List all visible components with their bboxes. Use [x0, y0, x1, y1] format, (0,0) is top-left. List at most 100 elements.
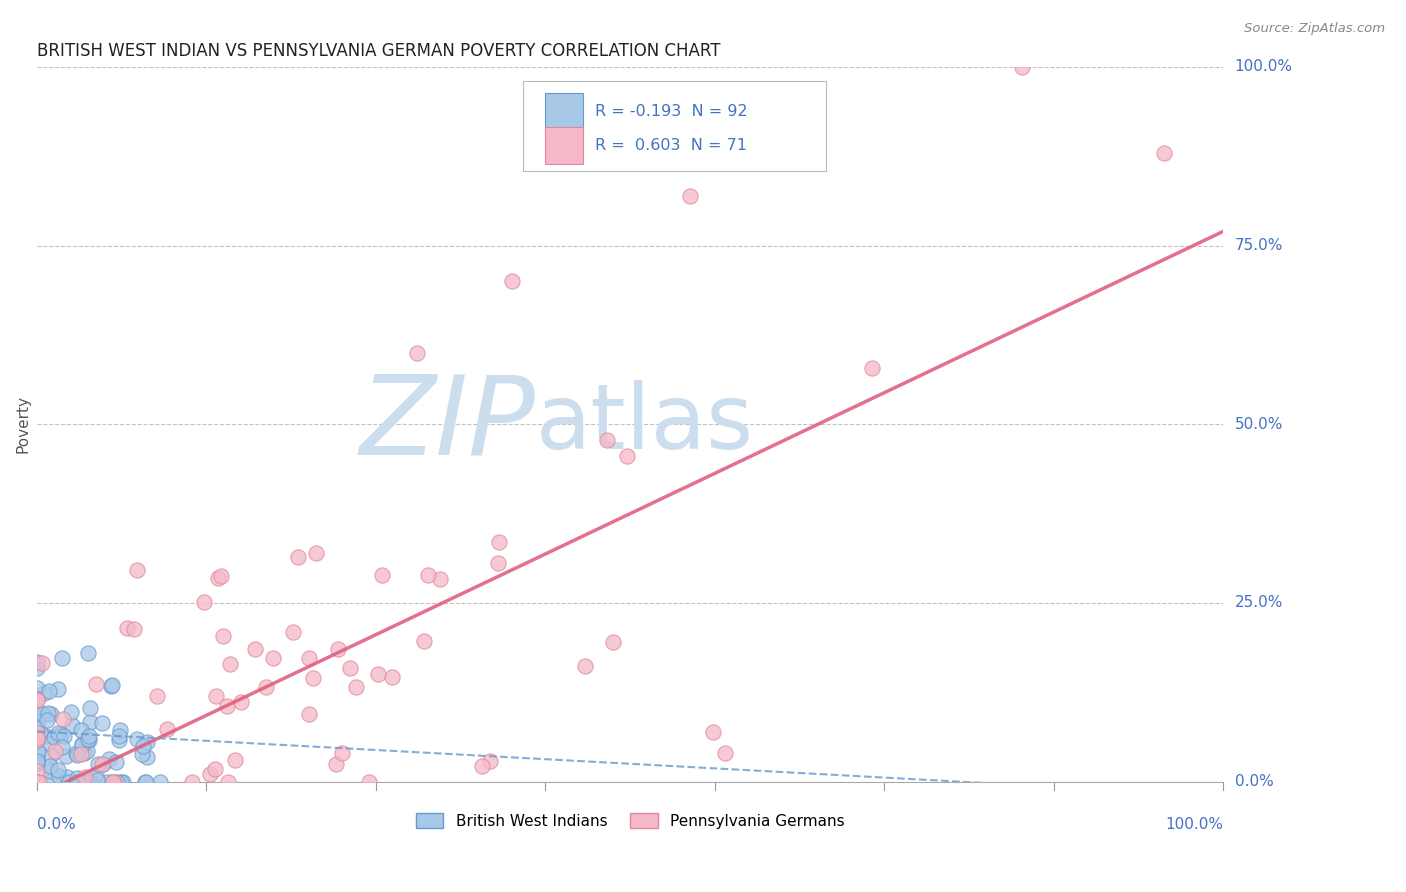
Point	[60, 718, 83, 732]
Point	[70, 747, 93, 761]
Point	[46, 764, 69, 778]
Point	[25, 764, 48, 778]
Text: 0.0%: 0.0%	[37, 817, 76, 832]
Point	[25, 774, 48, 789]
Point	[127, 563, 149, 577]
Point	[339, 661, 361, 675]
Point	[287, 549, 309, 564]
Point	[254, 680, 277, 694]
Point	[136, 749, 159, 764]
Legend: British West Indians, Pennsylvania Germans: British West Indians, Pennsylvania Germa…	[409, 806, 851, 835]
Point	[59, 705, 82, 719]
Point	[66, 748, 89, 763]
Point	[35, 736, 58, 750]
Point	[219, 657, 242, 672]
Point	[39, 774, 62, 789]
Point	[602, 634, 624, 648]
Point	[44, 743, 66, 757]
Point	[86, 772, 108, 787]
Text: R = -0.193  N = 92: R = -0.193 N = 92	[595, 104, 747, 120]
Point	[217, 699, 239, 714]
Point	[486, 556, 509, 570]
Point	[25, 692, 48, 706]
Point	[39, 747, 62, 762]
FancyBboxPatch shape	[523, 81, 825, 170]
Text: 50.0%: 50.0%	[1234, 417, 1282, 432]
Point	[367, 666, 389, 681]
Point	[30, 725, 52, 739]
Point	[44, 730, 66, 744]
Point	[103, 774, 125, 789]
Point	[678, 188, 700, 202]
Point	[135, 735, 157, 749]
Point	[616, 449, 638, 463]
Point	[46, 682, 69, 697]
Point	[84, 767, 107, 781]
Point	[72, 737, 94, 751]
Point	[209, 568, 232, 582]
Point	[65, 746, 87, 760]
Point	[1153, 145, 1175, 160]
FancyBboxPatch shape	[544, 127, 582, 164]
Point	[39, 707, 62, 722]
Point	[302, 671, 325, 685]
Point	[325, 756, 347, 771]
Point	[25, 756, 48, 770]
Point	[97, 774, 120, 789]
Point	[860, 360, 883, 375]
Point	[108, 733, 131, 747]
Point	[25, 774, 48, 789]
Point	[97, 752, 120, 766]
Point	[429, 572, 451, 586]
Point	[66, 771, 89, 785]
Point	[1011, 60, 1033, 74]
Point	[217, 774, 239, 789]
Point	[77, 732, 100, 747]
Point	[25, 732, 48, 747]
Point	[25, 690, 48, 705]
Point	[330, 747, 353, 761]
Point	[262, 650, 284, 665]
Point	[25, 692, 48, 706]
Point	[25, 754, 48, 768]
Point	[56, 770, 79, 784]
Point	[25, 774, 48, 789]
Point	[77, 733, 100, 747]
Point	[25, 774, 48, 789]
Point	[25, 681, 48, 695]
Point	[25, 655, 48, 669]
Text: 25.0%: 25.0%	[1234, 596, 1282, 610]
Point	[25, 774, 48, 789]
Point	[146, 689, 169, 703]
Text: 100.0%: 100.0%	[1166, 817, 1223, 832]
Point	[205, 689, 228, 703]
Point	[37, 706, 59, 721]
Point	[52, 712, 75, 726]
Point	[416, 568, 439, 582]
Point	[115, 621, 138, 635]
Point	[204, 763, 226, 777]
Point	[79, 715, 101, 730]
Point	[58, 774, 80, 789]
Point	[27, 745, 49, 759]
Point	[478, 754, 501, 768]
Point	[243, 641, 266, 656]
Point	[131, 747, 153, 761]
Y-axis label: Poverty: Poverty	[15, 395, 30, 453]
Point	[305, 546, 328, 560]
Text: atlas: atlas	[536, 380, 754, 468]
Point	[702, 724, 724, 739]
Point	[55, 749, 77, 764]
Point	[25, 756, 48, 771]
Point	[31, 706, 53, 721]
Point	[39, 764, 62, 778]
Point	[125, 731, 148, 746]
Point	[381, 670, 404, 684]
Point	[405, 345, 427, 359]
Point	[371, 568, 394, 582]
Point	[37, 714, 59, 728]
Text: 75.0%: 75.0%	[1234, 238, 1282, 253]
Point	[25, 721, 48, 735]
Point	[224, 753, 246, 767]
Point	[32, 706, 55, 721]
